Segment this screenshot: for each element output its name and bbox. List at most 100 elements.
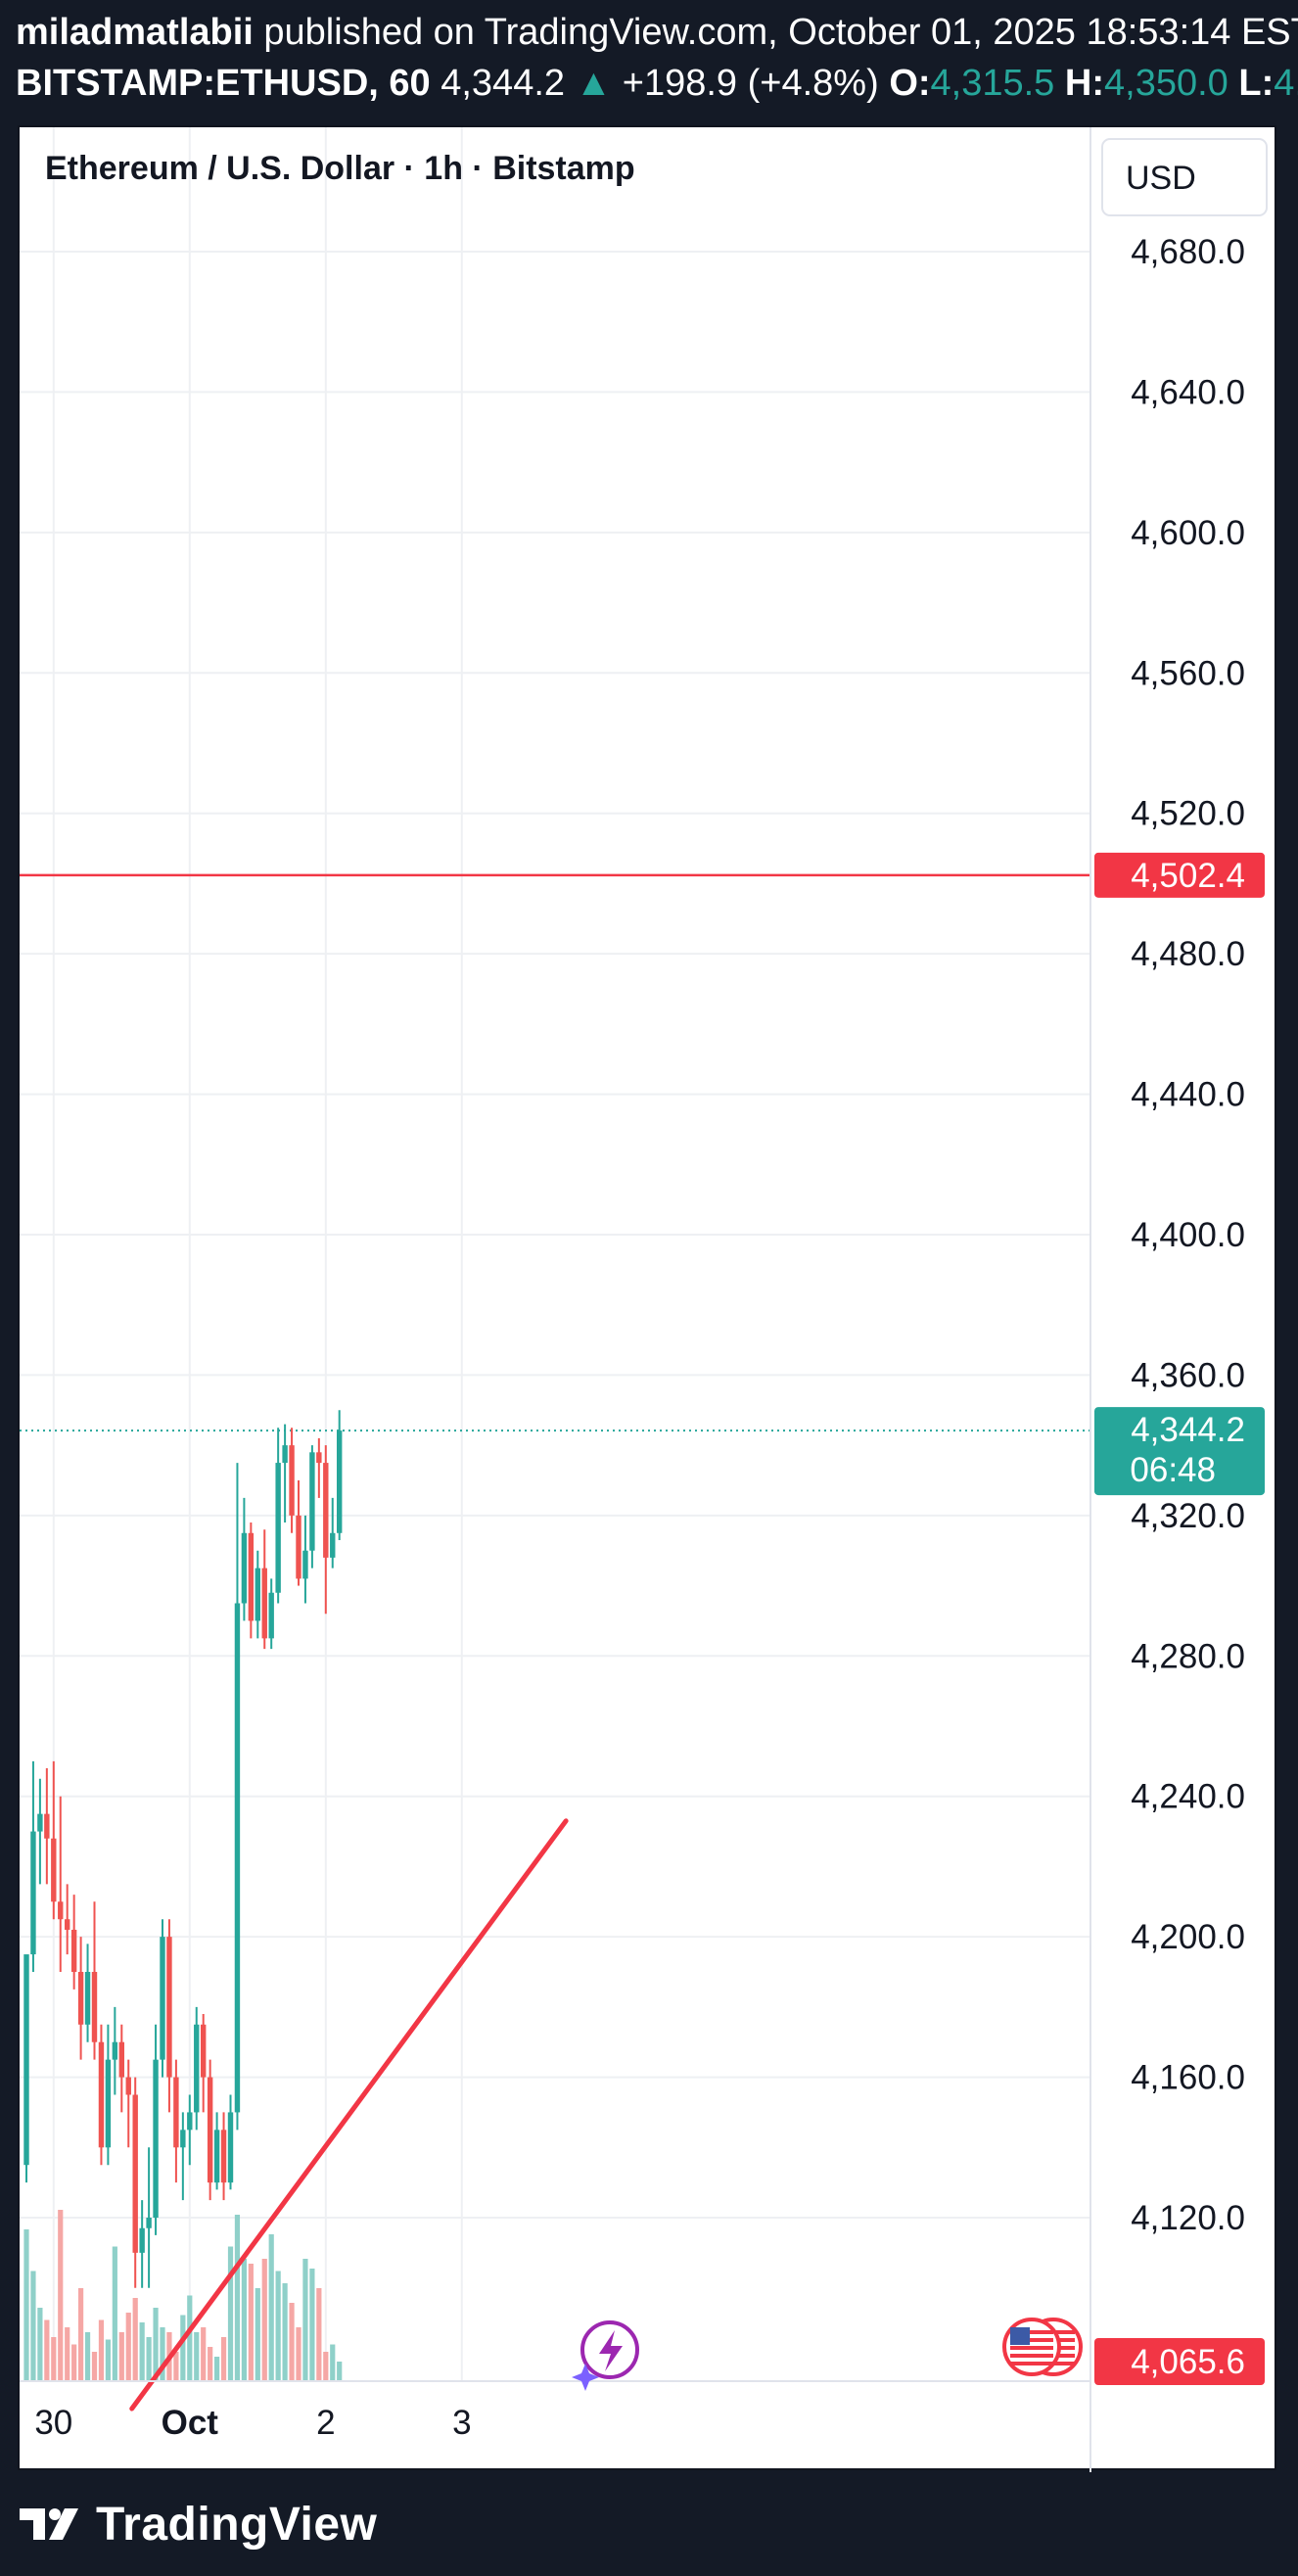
author-name[interactable]: miladmatlabii	[16, 12, 254, 53]
y-tick-label: 4,280.0	[1131, 1637, 1245, 1675]
volume-bar	[65, 2327, 70, 2381]
volume-bar	[323, 2352, 329, 2381]
candle-body	[112, 2041, 118, 2060]
candle-body	[84, 1972, 91, 2025]
tradingview-logo-icon	[20, 2508, 78, 2540]
volume-bar	[330, 2344, 336, 2381]
y-tick-label: 4,360.0	[1131, 1356, 1245, 1394]
candle-body	[194, 2024, 200, 2113]
x-tick-label: 2	[316, 2404, 335, 2442]
symbol-name: BITSTAMP:ETHUSD, 60	[16, 63, 431, 104]
volume-bar	[78, 2288, 84, 2381]
candle-body	[309, 1452, 315, 1551]
candle-body	[58, 1901, 64, 1920]
y-tick-label: 4,480.0	[1131, 935, 1245, 973]
candle-body	[98, 2041, 105, 2148]
lightning-icon[interactable]	[572, 2320, 639, 2391]
price-chart[interactable]: Ethereum / U.S. Dollar · 1h · Bitstamp US…	[20, 127, 1278, 2472]
volume-bar	[220, 2337, 227, 2381]
candle-body	[77, 1972, 84, 2025]
volume-bar	[241, 2259, 247, 2381]
volume-bar	[30, 2271, 36, 2381]
low-label: L:	[1238, 63, 1275, 104]
lightning-bolt	[599, 2330, 623, 2371]
volume-bar	[132, 2298, 138, 2381]
volume-bar	[214, 2357, 220, 2381]
volume-bar	[51, 2337, 57, 2381]
volume-bar	[84, 2332, 91, 2381]
y-tick-label: 4,600.0	[1131, 514, 1245, 552]
volume-bar	[44, 2319, 50, 2381]
candle-body	[201, 2024, 207, 2078]
last-price-label: 4,344.2	[1131, 1411, 1245, 1449]
volume-bar	[248, 2264, 254, 2381]
chart-frame[interactable]: Ethereum / U.S. Dollar · 1h · Bitstamp US…	[18, 125, 1278, 2472]
y-tick-label: 4,520.0	[1131, 795, 1245, 833]
candle-body	[241, 1532, 248, 1604]
candle-body	[275, 1463, 281, 1593]
price-change: +198.9 (+4.8%)	[622, 63, 879, 104]
tradingview-brand[interactable]: TradingView	[96, 2498, 378, 2551]
volume-bar	[275, 2271, 281, 2381]
y-tick-label: 4,120.0	[1131, 2199, 1245, 2237]
bottom-price-badge	[1094, 2338, 1265, 2385]
volume-bar	[302, 2259, 308, 2381]
open-label: O:	[889, 63, 931, 104]
volume-bar	[337, 2362, 343, 2381]
candle-body	[37, 1813, 43, 1832]
published-line: miladmatlabii published on TradingView.c…	[16, 12, 1298, 54]
publication-header: miladmatlabii published on TradingView.c…	[0, 0, 1298, 125]
us-flag-icon[interactable]	[1002, 2318, 1061, 2376]
candle-body	[213, 2130, 220, 2183]
candle-body	[323, 1463, 329, 1558]
y-tick-label: 4,640.0	[1131, 373, 1245, 411]
y-tick-label: 4,560.0	[1131, 654, 1245, 692]
y-tick-label: 4,160.0	[1131, 2059, 1245, 2097]
volume-bar	[208, 2347, 213, 2381]
drawings	[20, 873, 1090, 2412]
flag-canton	[1010, 2327, 1030, 2345]
countdown-label: 06:48	[1130, 1451, 1216, 1489]
volume-bar	[255, 2288, 260, 2381]
candle-body	[180, 2130, 186, 2148]
candle-body	[91, 1972, 98, 2042]
candle-body	[125, 2077, 131, 2095]
candle-body	[51, 1838, 57, 1902]
x-tick-label: 3	[452, 2404, 471, 2442]
x-tick-label: 30	[34, 2404, 72, 2442]
candle-body	[30, 1831, 36, 1955]
volume-bar	[71, 2344, 77, 2381]
trend-line	[129, 1818, 569, 2412]
candles	[23, 1410, 343, 2288]
volume-bar	[91, 2352, 98, 2381]
volume-bar	[309, 2269, 315, 2381]
bottom-price-label: 4,065.6	[1131, 2343, 1245, 2381]
volume-bar	[37, 2308, 43, 2381]
candle-body	[255, 1568, 260, 1621]
last-price-badge	[1094, 1407, 1265, 1496]
volume-bar	[296, 2327, 301, 2381]
volume-bar	[289, 2303, 295, 2381]
open-value: 4,315.5	[930, 63, 1055, 104]
high-value: 4,350.0	[1104, 63, 1228, 104]
candle-body	[153, 2059, 159, 2218]
candle-body	[316, 1452, 322, 1464]
high-label: H:	[1064, 63, 1104, 104]
flag-stripe	[1010, 2354, 1053, 2358]
sparkle-icon	[572, 2364, 599, 2391]
volume-bar	[261, 2259, 267, 2381]
candle-body	[207, 2077, 213, 2183]
candle-body	[132, 2094, 138, 2253]
volume-bar	[23, 2229, 29, 2381]
volume-bar	[268, 2234, 274, 2381]
candle-body	[234, 1603, 241, 2113]
volume-bar	[173, 2352, 179, 2381]
candle-body	[187, 2112, 193, 2131]
flag-stripe	[1010, 2338, 1053, 2342]
volume-bar	[118, 2332, 124, 2381]
candle-body	[289, 1445, 295, 1516]
candle-body	[118, 2041, 124, 2078]
candle-body	[261, 1568, 267, 1639]
symbol-line: BITSTAMP:ETHUSD, 60 4,344.2 ▲ +198.9 (+4…	[16, 63, 1298, 105]
candle-body	[44, 1813, 50, 1839]
